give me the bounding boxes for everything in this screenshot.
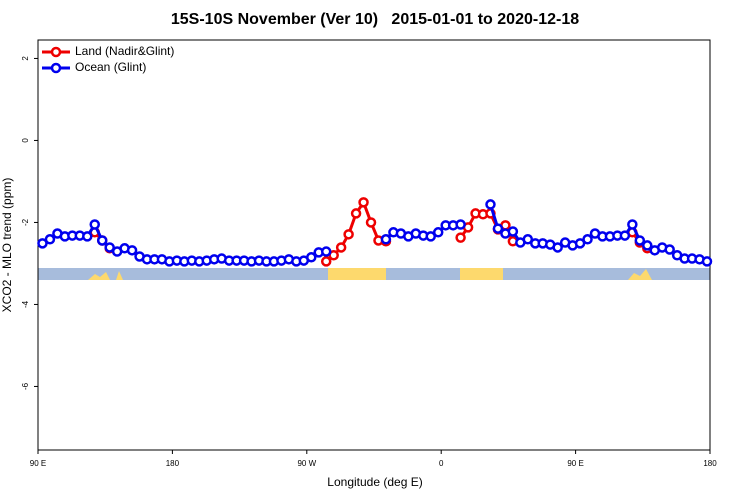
x-tick-label: 180 [166,459,180,468]
data-point [701,256,713,267]
data-point [96,235,108,246]
data-point [432,227,444,238]
data-point [552,242,563,253]
data-point [582,234,593,245]
data-point [507,226,519,237]
x-tick-label: 180 [703,459,717,468]
data-point [320,246,332,257]
data-point [37,238,48,249]
data-point [104,242,115,253]
x-tick-label: 90 W [297,459,316,468]
data-point [425,231,436,242]
data-point [335,242,347,253]
data-point [492,223,504,234]
data-point [350,208,362,219]
chart-title: 15S-10S November (Ver 10) 2015-01-01 to … [171,11,579,28]
y-tick-label: -2 [21,218,30,226]
data-point [365,217,377,228]
land-mask [460,268,503,280]
data-point [619,230,631,241]
y-tick-label: 0 [21,138,30,143]
data-point [455,232,466,243]
data-point [44,234,56,245]
y-tick-label: 2 [21,56,30,61]
data-point [485,199,496,210]
x-axis-label: Longitude (deg E) [327,475,422,489]
x-tick-label: 0 [439,459,444,468]
data-point [82,231,93,242]
legend-marker [50,46,62,58]
data-point [320,256,332,267]
y-axis-label: XCO2 - MLO trend (ppm) [0,178,14,313]
x-tick-label: 90 E [567,459,583,468]
legend-label: Land (Nadir&Glint) [75,44,174,58]
legend-label: Ocean (Glint) [75,60,146,74]
data-point [574,238,586,249]
data-point [343,229,354,240]
data-point [306,252,317,263]
data-point [634,235,646,246]
plot-frame [37,39,711,451]
series-line [93,199,649,263]
data-point [522,234,534,245]
y-tick-label: -4 [21,300,30,308]
data-point [126,245,138,256]
data-point [642,240,653,251]
data-point [664,244,675,255]
legend-marker [50,62,62,74]
data-point [89,219,100,230]
data-point [380,234,392,245]
land-mask [328,268,386,280]
data-point [455,219,466,230]
x-tick-label: 90 E [30,459,46,468]
data-point [358,197,369,208]
y-tick-label: -6 [21,382,30,390]
data-point [627,219,638,230]
